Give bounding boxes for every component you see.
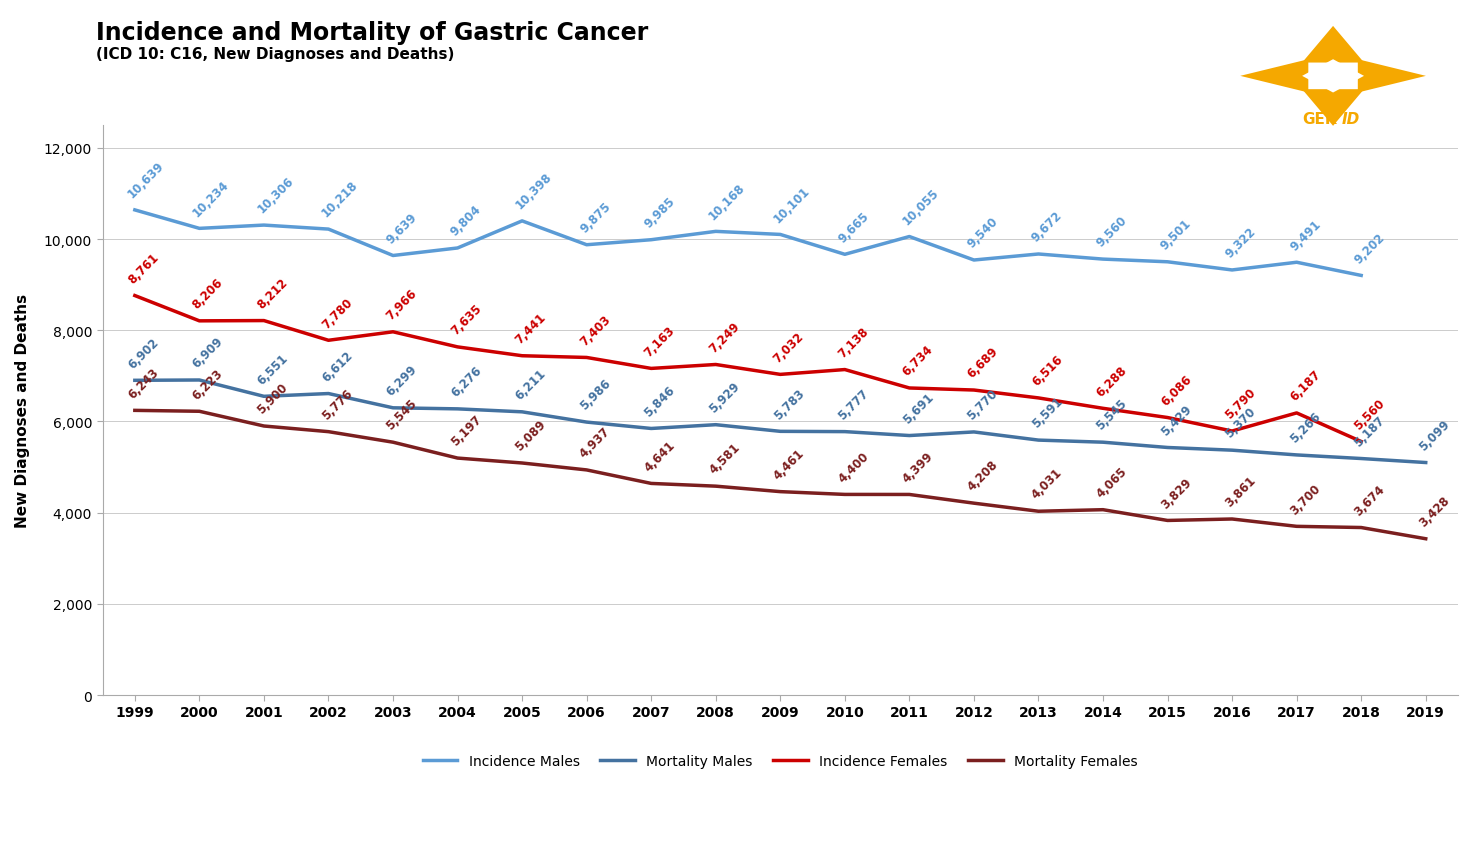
- Polygon shape: [1302, 90, 1364, 126]
- Text: 8,206: 8,206: [190, 276, 225, 311]
- Text: 3,829: 3,829: [1158, 475, 1195, 511]
- Text: 5,986: 5,986: [577, 377, 613, 413]
- Text: 3,700: 3,700: [1287, 481, 1323, 517]
- Text: 5,929: 5,929: [707, 380, 742, 415]
- Text: 6,909: 6,909: [190, 335, 225, 370]
- Text: 10,101: 10,101: [770, 184, 812, 225]
- Text: 7,403: 7,403: [577, 312, 613, 348]
- Text: 4,581: 4,581: [707, 441, 742, 477]
- Text: 5,187: 5,187: [1352, 414, 1388, 449]
- Text: 6,551: 6,551: [255, 351, 290, 386]
- Text: 4,937: 4,937: [577, 425, 613, 461]
- Polygon shape: [1302, 27, 1364, 63]
- Text: 7,138: 7,138: [835, 325, 871, 360]
- Text: 3,674: 3,674: [1352, 482, 1388, 518]
- Text: 5,266: 5,266: [1287, 409, 1323, 445]
- Text: 4,208: 4,208: [965, 458, 1000, 494]
- Text: 5,790: 5,790: [1223, 386, 1258, 421]
- Text: 5,777: 5,777: [835, 386, 871, 422]
- Text: 3,428: 3,428: [1417, 494, 1452, 529]
- Text: 10,218: 10,218: [320, 178, 361, 220]
- Text: 5,429: 5,429: [1158, 403, 1195, 438]
- Text: 9,875: 9,875: [577, 200, 613, 235]
- Text: ID: ID: [1342, 113, 1360, 127]
- Text: 5,591: 5,591: [1030, 395, 1065, 431]
- Text: 6,223: 6,223: [190, 366, 225, 402]
- Text: 5,770: 5,770: [965, 387, 1000, 422]
- Text: 4,065: 4,065: [1094, 464, 1130, 500]
- Text: 6,734: 6,734: [900, 343, 935, 379]
- Text: 6,689: 6,689: [965, 345, 1000, 380]
- Text: 5,560: 5,560: [1352, 397, 1388, 432]
- Text: 6,276: 6,276: [448, 363, 485, 399]
- Y-axis label: New Diagnoses and Deaths: New Diagnoses and Deaths: [15, 293, 29, 527]
- Legend: Incidence Males, Mortality Males, Incidence Females, Mortality Females: Incidence Males, Mortality Males, Incide…: [417, 749, 1143, 774]
- Text: 7,635: 7,635: [448, 302, 485, 338]
- Text: 7,780: 7,780: [320, 295, 355, 331]
- Text: 5,900: 5,900: [255, 381, 290, 416]
- Text: 8,212: 8,212: [255, 276, 290, 311]
- Text: 7,966: 7,966: [384, 287, 420, 322]
- Text: 10,639: 10,639: [125, 160, 166, 200]
- Text: 9,322: 9,322: [1223, 225, 1258, 261]
- Text: 7,163: 7,163: [642, 323, 678, 359]
- Text: 6,612: 6,612: [320, 349, 355, 384]
- Text: (ICD 10: C16, New Diagnoses and Deaths): (ICD 10: C16, New Diagnoses and Deaths): [96, 47, 454, 62]
- Text: 9,540: 9,540: [965, 215, 1000, 251]
- Text: 4,400: 4,400: [835, 450, 871, 485]
- Text: 6,243: 6,243: [125, 365, 161, 401]
- Text: 9,501: 9,501: [1158, 217, 1195, 252]
- Text: 10,398: 10,398: [513, 171, 554, 212]
- Text: GEK: GEK: [1302, 113, 1337, 127]
- Text: 9,665: 9,665: [835, 209, 872, 245]
- Text: 5,776: 5,776: [320, 386, 355, 422]
- Text: 4,031: 4,031: [1030, 466, 1065, 502]
- Text: 6,516: 6,516: [1030, 353, 1065, 388]
- Text: 5,099: 5,099: [1417, 417, 1452, 453]
- Text: 5,197: 5,197: [448, 413, 485, 449]
- Text: 7,441: 7,441: [513, 310, 548, 346]
- Text: 9,804: 9,804: [448, 203, 485, 239]
- Text: 9,560: 9,560: [1094, 214, 1130, 250]
- Text: 6,299: 6,299: [384, 363, 420, 398]
- Text: 5,545: 5,545: [384, 397, 420, 432]
- Polygon shape: [1358, 60, 1426, 94]
- Polygon shape: [1240, 60, 1308, 94]
- Text: 6,288: 6,288: [1094, 363, 1130, 399]
- Text: 6,902: 6,902: [125, 335, 161, 371]
- Text: 3,861: 3,861: [1223, 473, 1258, 509]
- Text: Incidence and Mortality of Gastric Cancer: Incidence and Mortality of Gastric Cance…: [96, 21, 648, 45]
- Text: 7,249: 7,249: [707, 320, 742, 355]
- Text: 6,187: 6,187: [1287, 368, 1323, 403]
- Text: 8,761: 8,761: [125, 251, 161, 286]
- Text: 4,399: 4,399: [900, 450, 935, 485]
- Text: 10,055: 10,055: [900, 186, 941, 227]
- Text: 9,672: 9,672: [1030, 209, 1065, 245]
- Text: 5,783: 5,783: [770, 386, 807, 422]
- Text: 9,639: 9,639: [384, 211, 420, 247]
- Text: 9,985: 9,985: [642, 194, 678, 230]
- Text: 5,691: 5,691: [900, 391, 935, 426]
- Text: 6,086: 6,086: [1158, 373, 1195, 408]
- Text: 9,491: 9,491: [1287, 218, 1323, 252]
- Text: 5,089: 5,089: [513, 418, 548, 454]
- Polygon shape: [1302, 60, 1364, 94]
- Text: 9,202: 9,202: [1352, 230, 1388, 266]
- Text: 10,306: 10,306: [255, 175, 296, 216]
- Text: 5,846: 5,846: [642, 383, 678, 419]
- Text: 10,234: 10,234: [190, 177, 231, 219]
- Text: 5,370: 5,370: [1223, 405, 1258, 441]
- Text: 7,032: 7,032: [770, 329, 807, 365]
- Text: 4,461: 4,461: [770, 446, 807, 482]
- Text: 4,641: 4,641: [642, 438, 678, 473]
- Text: 6,211: 6,211: [513, 367, 548, 403]
- Text: 10,168: 10,168: [707, 181, 748, 222]
- Text: 5,545: 5,545: [1094, 397, 1130, 432]
